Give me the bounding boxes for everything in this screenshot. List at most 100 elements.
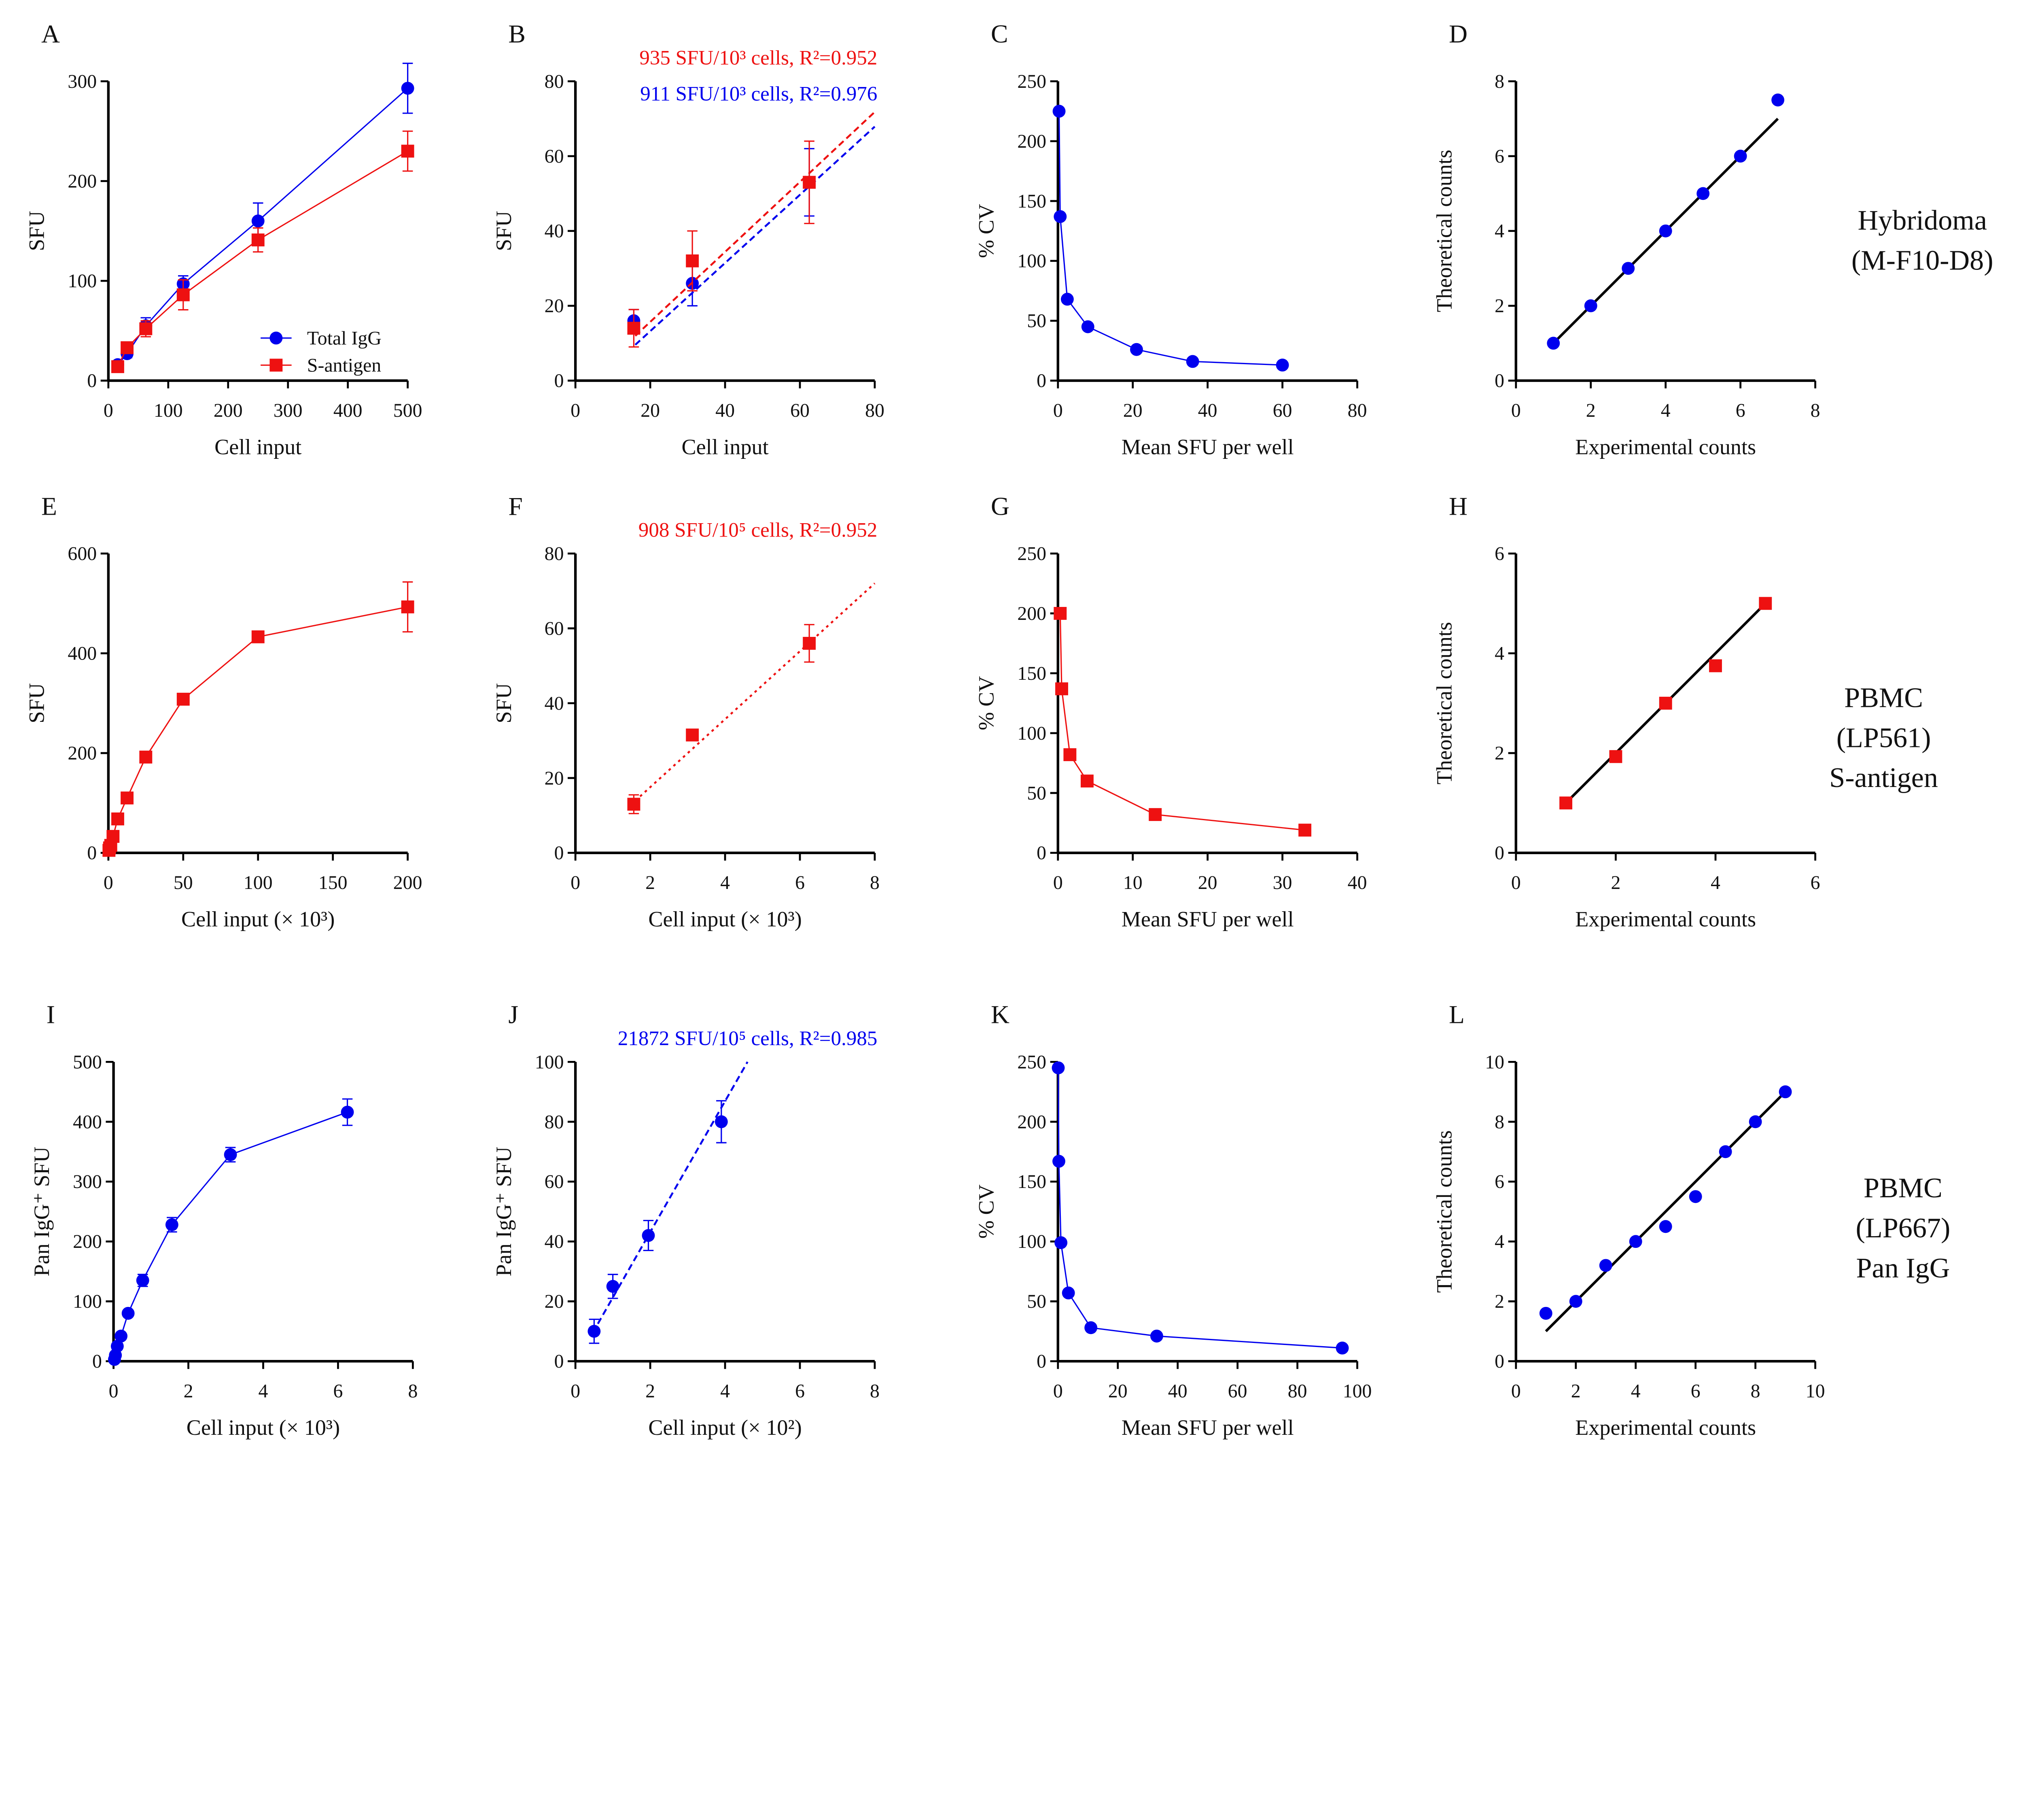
x-tick-label: 6 [795, 1380, 805, 1402]
y-axis-label: SFU [492, 211, 516, 251]
y-tick-label: 100 [73, 1291, 102, 1312]
y-tick-label: 500 [73, 1051, 102, 1073]
fit-line [1545, 1091, 1786, 1332]
data-point [224, 1148, 237, 1161]
y-tick-label: 60 [545, 618, 564, 639]
x-tick-label: 60 [1273, 400, 1292, 421]
y-tick-label: 4 [1495, 643, 1504, 664]
x-axis-label: Experimental counts [1575, 1415, 1756, 1440]
x-tick-label: 40 [1198, 400, 1217, 421]
y-axis-label: Pan IgG⁺ SFU [492, 1147, 516, 1277]
x-tick-label: 0 [1511, 872, 1521, 893]
data-point [1609, 750, 1622, 763]
fit-line [634, 126, 876, 346]
panel-h: H 0 2 4 6 0 2 4 6 Experimental counts Theoretical … [1432, 492, 1820, 931]
y-tick-label: 0 [1495, 1351, 1504, 1372]
data-point [401, 82, 414, 95]
series-line [108, 606, 408, 851]
data-point [1084, 1321, 1098, 1334]
data-point [803, 636, 816, 650]
fit-annotation: 911 SFU/10³ cells, R²=0.976 [640, 83, 877, 106]
x-tick-label: 100 [244, 872, 273, 893]
data-point [110, 1340, 124, 1353]
x-axis-label: Mean SFU per well [1122, 435, 1294, 459]
data-point [1298, 823, 1312, 837]
y-axis-label: % CV [974, 1184, 998, 1239]
y-tick-label: 250 [1017, 543, 1046, 564]
y-tick-label: 200 [68, 170, 97, 192]
panel-letter: E [41, 492, 57, 520]
data-point [1276, 358, 1289, 372]
data-point [165, 1218, 178, 1231]
y-tick-label: 200 [1017, 131, 1046, 152]
x-tick-label: 150 [318, 872, 348, 893]
y-tick-label: 80 [545, 1111, 564, 1133]
data-point [1779, 1085, 1792, 1099]
x-tick-label: 8 [1811, 400, 1820, 421]
panel-i: I 0 2 4 6 8 0 100 200 300 400 500 Cell input (× 10³)… [30, 1000, 418, 1440]
x-axis-label: Mean SFU per well [1122, 907, 1294, 931]
x-tick-label: 8 [870, 872, 880, 893]
x-tick-label: 4 [720, 1380, 730, 1402]
y-tick-label: 40 [545, 221, 564, 242]
data-point [139, 322, 153, 335]
x-tick-label: 30 [1273, 872, 1292, 893]
series-line [1059, 613, 1305, 831]
row-label: (LP667) [1856, 1212, 1951, 1244]
x-tick-label: 0 [1053, 1380, 1063, 1402]
x-tick-label: 0 [1511, 1380, 1521, 1402]
panel-letter: H [1449, 492, 1467, 520]
x-tick-label: 6 [1691, 1380, 1701, 1402]
y-tick-label: 40 [545, 693, 564, 714]
x-tick-label: 0 [104, 400, 113, 421]
x-axis-label: Experimental counts [1575, 435, 1756, 459]
y-tick-label: 60 [545, 1171, 564, 1192]
data-point [1759, 597, 1772, 610]
y-axis-label: % CV [974, 676, 998, 730]
panel-letter: J [508, 1000, 518, 1029]
y-axis-label: Theoretical counts [1432, 622, 1456, 785]
x-tick-label: 400 [333, 400, 363, 421]
x-tick-label: 20 [1198, 872, 1217, 893]
x-axis-label: Cell input (× 10²) [648, 1415, 802, 1440]
data-point [715, 1115, 728, 1128]
y-tick-label: 6 [1495, 146, 1504, 167]
x-tick-label: 100 [154, 400, 183, 421]
data-point [1062, 1286, 1075, 1300]
y-tick-label: 60 [545, 146, 564, 167]
x-tick-label: 2 [184, 1380, 193, 1402]
y-tick-label: 0 [87, 370, 97, 392]
x-axis-label: Cell input (× 10³) [187, 1415, 340, 1440]
x-tick-label: 8 [1751, 1380, 1760, 1402]
y-tick-label: 150 [1017, 1171, 1046, 1192]
legend-marker [269, 331, 283, 345]
x-tick-label: 20 [640, 400, 660, 421]
x-tick-label: 0 [1053, 872, 1063, 893]
y-axis-label: Theoretical counts [1432, 150, 1456, 312]
y-axis-label: SFU [492, 683, 516, 723]
data-point [1547, 337, 1560, 350]
y-tick-label: 40 [545, 1231, 564, 1252]
data-point [251, 630, 265, 643]
y-tick-label: 0 [1495, 842, 1504, 864]
y-tick-label: 100 [68, 270, 97, 292]
data-point [1054, 607, 1067, 620]
x-tick-label: 2 [1611, 872, 1620, 893]
y-tick-label: 0 [554, 370, 564, 392]
fit-line [597, 1061, 749, 1324]
x-axis-label: Mean SFU per well [1122, 1415, 1294, 1440]
x-tick-label: 50 [174, 872, 193, 893]
y-tick-label: 100 [1017, 1231, 1046, 1252]
y-axis-label: SFU [24, 211, 49, 251]
data-point [1539, 1307, 1552, 1320]
x-axis-label: Cell input [681, 435, 768, 459]
y-tick-label: 0 [554, 1351, 564, 1372]
y-tick-label: 50 [1027, 310, 1046, 332]
data-point [401, 600, 414, 613]
y-tick-label: 50 [1027, 783, 1046, 804]
panel-letter: B [508, 19, 526, 48]
x-tick-label: 0 [570, 1380, 580, 1402]
fit-annotation: 21872 SFU/10⁵ cells, R²=0.985 [618, 1027, 877, 1050]
y-tick-label: 400 [68, 643, 97, 664]
data-point [1336, 1341, 1349, 1355]
